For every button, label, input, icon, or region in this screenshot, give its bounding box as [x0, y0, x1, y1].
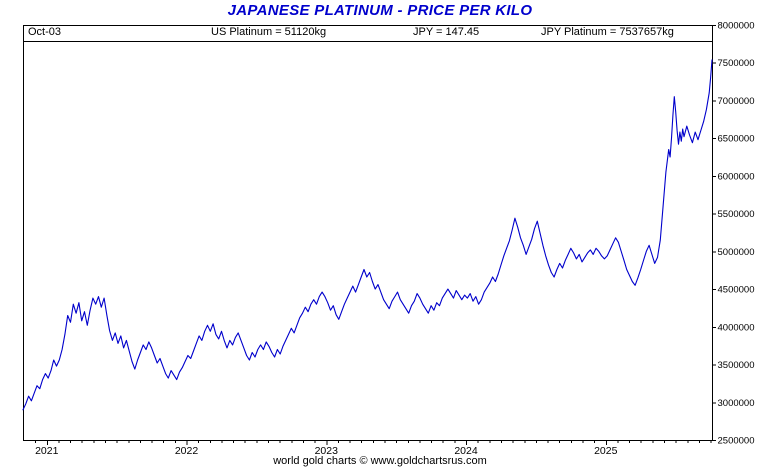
- y-tick-label: 6500000: [718, 134, 755, 145]
- x-tick-label: 2022: [175, 445, 199, 457]
- page-title: JAPANESE PLATINUM - PRICE PER KILO: [227, 2, 533, 19]
- header-us-platinum: US Platinum = 51120kg: [211, 26, 327, 38]
- header-date: Oct-03: [28, 26, 62, 38]
- x-tick-label: 2024: [454, 445, 478, 457]
- x-tick-label: 2021: [35, 445, 59, 457]
- plot-frame: [23, 25, 713, 441]
- header-jpy-platinum: JPY Platinum = 7537657kg: [541, 26, 674, 38]
- y-tick-label: 3500000: [718, 360, 755, 371]
- y-tick-label: 7000000: [718, 96, 755, 107]
- y-tick-label: 4500000: [718, 285, 755, 296]
- y-tick-label: 3000000: [718, 398, 755, 409]
- footer-credit: world gold charts © www.goldchartsrus.co…: [273, 455, 487, 467]
- y-tick-label: 5000000: [718, 247, 755, 258]
- price-line: [22, 59, 713, 411]
- x-tick-label: 2023: [315, 445, 339, 457]
- x-tick-label: 2025: [594, 445, 618, 457]
- y-tick-label: 7500000: [718, 58, 755, 69]
- y-tick-label: 8000000: [718, 21, 755, 32]
- header-jpy-rate: JPY = 147.45: [413, 26, 480, 38]
- y-tick-label: 6000000: [718, 171, 755, 182]
- y-tick-label: 4000000: [718, 322, 755, 333]
- y-tick-label: 2500000: [718, 436, 755, 447]
- y-tick-label: 5500000: [718, 209, 755, 220]
